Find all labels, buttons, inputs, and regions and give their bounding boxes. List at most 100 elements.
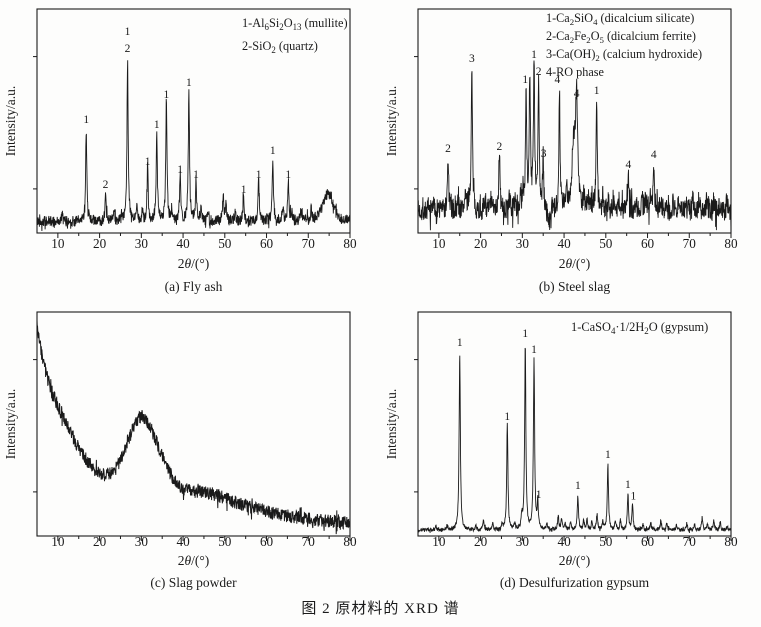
- x-tick-label: 50: [218, 534, 232, 549]
- x-tick-label: 70: [302, 236, 316, 251]
- peak-label: 4: [574, 88, 580, 100]
- x-tick-label: 40: [557, 534, 571, 549]
- legend-entry: 1-CaSO4·1/2H2O (gypsum): [571, 320, 708, 336]
- plot-frame: [417, 311, 732, 537]
- x-tick-label: 10: [51, 534, 65, 549]
- panel-d-gypsum-chart: 10 20 30 40 50 60 70 80 2θ/(°) Intensity/a.u. 1-Ca…: [384, 311, 738, 590]
- peak-label: 3: [541, 148, 547, 160]
- peak-label: 1: [522, 74, 528, 86]
- peak-label: 1: [125, 26, 131, 38]
- peak-label: 1: [256, 169, 262, 181]
- x-tick-label: 20: [93, 534, 107, 549]
- peak-label: 1: [522, 328, 528, 340]
- x-tick-label: 30: [516, 534, 530, 549]
- peak-label: 1: [193, 169, 199, 181]
- peak-label: 1: [625, 479, 631, 491]
- legend-entry: 2-SiO2 (quartz): [242, 39, 318, 55]
- plot-frame: [36, 8, 351, 234]
- x-tick-label: 20: [93, 236, 107, 251]
- y-axis-label: Intensity/a.u.: [384, 86, 399, 157]
- peak-label: 2: [103, 179, 109, 191]
- panel-c-slag-powder-chart: 10 20 30 40 50 60 70 80 2θ/(°) Intensity/a.u. (c) …: [3, 311, 357, 590]
- x-tick-label: 80: [343, 534, 357, 549]
- peak-label: 4: [651, 149, 657, 161]
- peak-label: 1: [270, 145, 276, 157]
- x-tick-label: 60: [260, 534, 274, 549]
- legend-entry: 4-RO phase: [546, 65, 604, 79]
- xrd-trace: [36, 60, 351, 232]
- peak-label: 1: [163, 89, 169, 101]
- x-tick-label: 30: [135, 534, 149, 549]
- peak-label: 1: [575, 480, 581, 492]
- peak-label: 1: [154, 119, 160, 131]
- y-axis-label: Intensity/a.u.: [3, 389, 18, 460]
- peak-label: 1: [531, 344, 537, 356]
- peak-label: 4: [555, 74, 561, 86]
- peak-label: 1: [83, 114, 89, 126]
- x-tick-label: 40: [176, 236, 190, 251]
- x-tick-label: 60: [641, 236, 655, 251]
- peak-label: 1: [536, 489, 542, 501]
- figure-caption: 图 2 原材料的 XRD 谱: [301, 601, 460, 617]
- peak-label: 2: [125, 43, 131, 55]
- legend-entry: 3-Ca(OH)2 (calcium hydroxide): [546, 47, 702, 63]
- panel-a-fly-ash-chart: 10 20 30 40 50 60 70 80 2θ/(°) Intensity/a.u. 1-Al…: [3, 8, 357, 294]
- peak-label: 4: [625, 159, 631, 171]
- y-axis-label: Intensity/a.u.: [384, 389, 399, 460]
- x-tick-label: 10: [432, 236, 446, 251]
- x-tick-label: 10: [51, 236, 65, 251]
- x-tick-label: 50: [599, 236, 613, 251]
- x-tick-label: 30: [135, 236, 149, 251]
- peak-label: 1: [531, 49, 537, 61]
- x-tick-label: 80: [724, 236, 738, 251]
- x-tick-label: 20: [474, 534, 488, 549]
- xrd-trace: [417, 60, 732, 232]
- x-tick-label: 80: [343, 236, 357, 251]
- x-tick-label: 60: [641, 534, 655, 549]
- panel-caption: (c) Slag powder: [150, 575, 237, 590]
- x-tick-label: 70: [683, 236, 697, 251]
- x-tick-label: 30: [516, 236, 530, 251]
- peak-label: 1: [457, 337, 463, 349]
- plot-frame: [36, 311, 351, 537]
- x-tick-label: 20: [474, 236, 488, 251]
- peak-label: 1: [145, 156, 151, 168]
- x-tick-label: 60: [260, 236, 274, 251]
- plot-frame: [417, 8, 732, 234]
- peak-label: 1: [285, 169, 291, 181]
- peak-label: 1: [630, 490, 636, 502]
- legend-entry: 1-Ca2SiO4 (dicalcium silicate): [546, 11, 694, 27]
- xrd-trace: [417, 347, 732, 534]
- legend-entry: 2-Ca2Fe2O5 (dicalcium ferrite): [546, 29, 696, 45]
- peak-label: 1: [177, 164, 183, 176]
- x-tick-label: 50: [599, 534, 613, 549]
- x-axis-label: 2θ/(°): [178, 553, 210, 568]
- x-axis-label: 2θ/(°): [178, 256, 210, 271]
- panel-b-steel-slag-chart: 10 20 30 40 50 60 70 80 2θ/(°) Intensity/a.u. 1-Ca…: [384, 8, 738, 294]
- x-tick-label: 40: [176, 534, 190, 549]
- peak-label: 2: [536, 66, 542, 78]
- peak-label: 2: [497, 141, 503, 153]
- y-axis-label: Intensity/a.u.: [3, 86, 18, 157]
- xrd-trace: [36, 320, 351, 535]
- peak-label: 1: [186, 77, 192, 89]
- x-tick-label: 80: [724, 534, 738, 549]
- x-axis-label: 2θ/(°): [559, 553, 591, 568]
- x-axis-label: 2θ/(°): [559, 256, 591, 271]
- x-tick-label: 70: [683, 534, 697, 549]
- panel-caption: (a) Fly ash: [165, 279, 223, 294]
- peak-label: 2: [445, 143, 451, 155]
- panel-caption: (b) Steel slag: [539, 279, 610, 294]
- peak-label: 1: [594, 85, 600, 97]
- peak-label: 1: [241, 184, 247, 196]
- panel-caption: (d) Desulfurization gypsum: [500, 575, 650, 590]
- x-tick-label: 70: [302, 534, 316, 549]
- legend-entry: 1-Al6Si2O13 (mullite): [242, 16, 348, 32]
- peak-label: 1: [605, 449, 611, 461]
- x-tick-label: 40: [557, 236, 571, 251]
- x-tick-label: 10: [432, 534, 446, 549]
- peak-label: 1: [504, 411, 510, 423]
- x-tick-label: 50: [218, 236, 232, 251]
- peak-label: 3: [469, 53, 475, 65]
